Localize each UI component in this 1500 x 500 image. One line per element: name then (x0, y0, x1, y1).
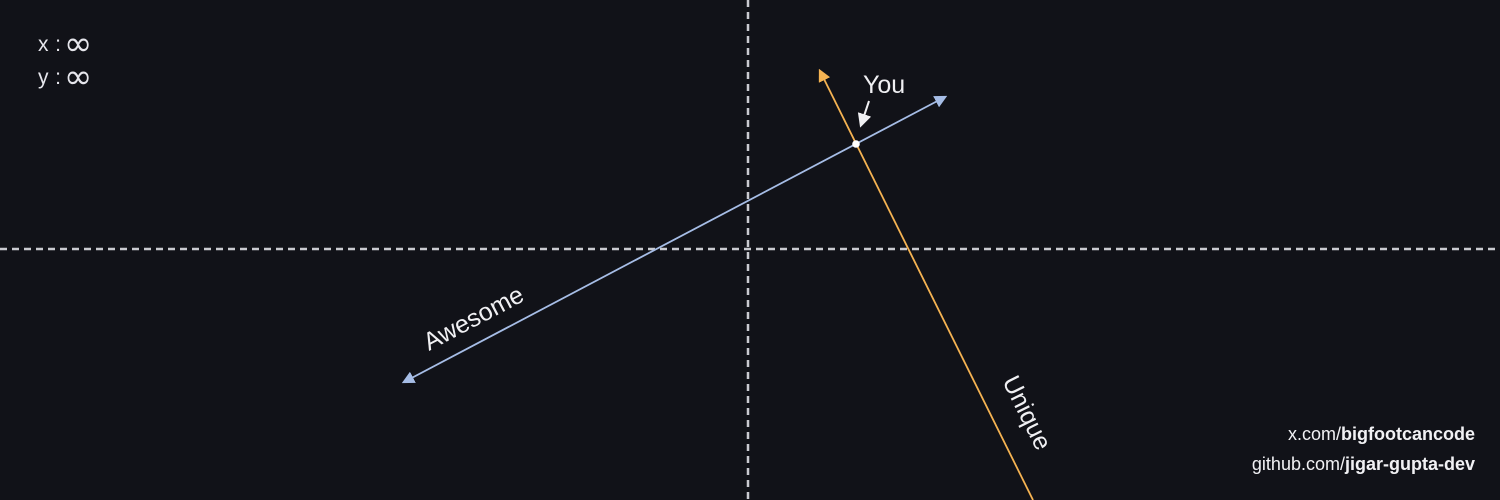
you-label: You (863, 71, 905, 99)
y-readout-value: ∞ (64, 56, 92, 97)
y-readout-separator: : (55, 66, 61, 89)
x-profile-link[interactable]: x.com/bigfootcancode (1252, 419, 1475, 449)
unique-label: Unique (997, 371, 1057, 454)
github-profile-handle: jigar-gupta-dev (1344, 454, 1475, 474)
credits: x.com/bigfootcancode github.com/jigar-gu… (1252, 419, 1475, 479)
intersection-point (852, 140, 860, 148)
y-readout: y : ∞ (38, 56, 92, 97)
x-readout-value: ∞ (64, 23, 92, 64)
y-readout-label: y (38, 66, 49, 89)
x-readout: x : ∞ (38, 23, 92, 64)
x-profile-handle: bigfootcancode (1341, 424, 1475, 444)
x-profile-prefix: x.com/ (1287, 424, 1341, 444)
coordinate-readout: x : ∞ y : ∞ (38, 23, 92, 97)
x-readout-label: x (38, 33, 49, 56)
you-pointer-arrow (857, 100, 872, 128)
awesome-line (401, 95, 948, 384)
github-profile-prefix: github.com/ (1251, 454, 1345, 474)
github-profile-link[interactable]: github.com/jigar-gupta-dev (1252, 449, 1475, 479)
unique-line (818, 68, 1034, 500)
x-readout-separator: : (55, 33, 61, 56)
